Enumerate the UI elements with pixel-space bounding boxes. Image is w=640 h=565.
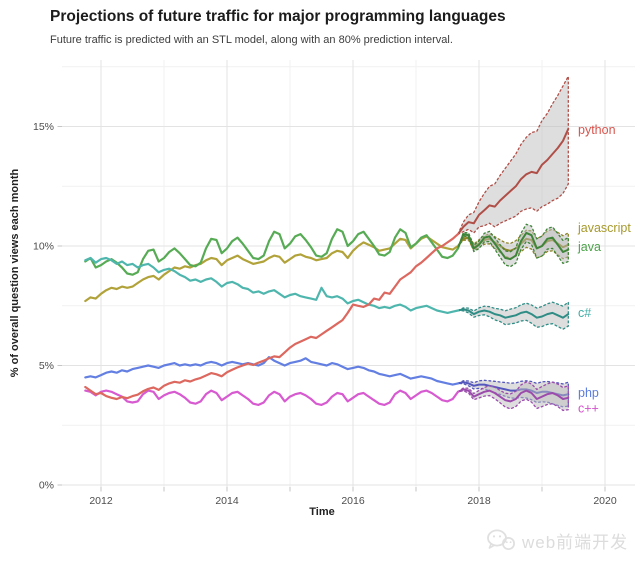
svg-text:2012: 2012 [89,495,113,507]
svg-text:javascript: javascript [577,221,631,235]
svg-text:2016: 2016 [341,495,365,507]
svg-text:java: java [577,240,601,254]
svg-text:php: php [578,386,599,400]
chart-title: Projections of future traffic for major … [50,8,506,25]
chart-subtitle: Future traffic is predicted with an STL … [50,34,453,46]
svg-text:c++: c++ [578,402,599,416]
svg-text:python: python [578,123,616,137]
svg-text:10%: 10% [33,241,54,253]
svg-text:2018: 2018 [467,495,491,507]
watermark-text: web前端开发 [522,533,629,552]
svg-text:2014: 2014 [215,495,239,507]
y-axis-title: % of overall question views each month [9,168,21,378]
wechat-smiley-icon [486,528,516,553]
svg-text:15%: 15% [33,121,54,133]
svg-text:0%: 0% [39,480,54,492]
svg-text:5%: 5% [39,360,54,372]
svg-text:2020: 2020 [593,495,617,507]
watermark: web前端开发 [486,528,628,553]
x-axis-title: Time [309,506,335,518]
svg-text:c#: c# [578,306,591,320]
